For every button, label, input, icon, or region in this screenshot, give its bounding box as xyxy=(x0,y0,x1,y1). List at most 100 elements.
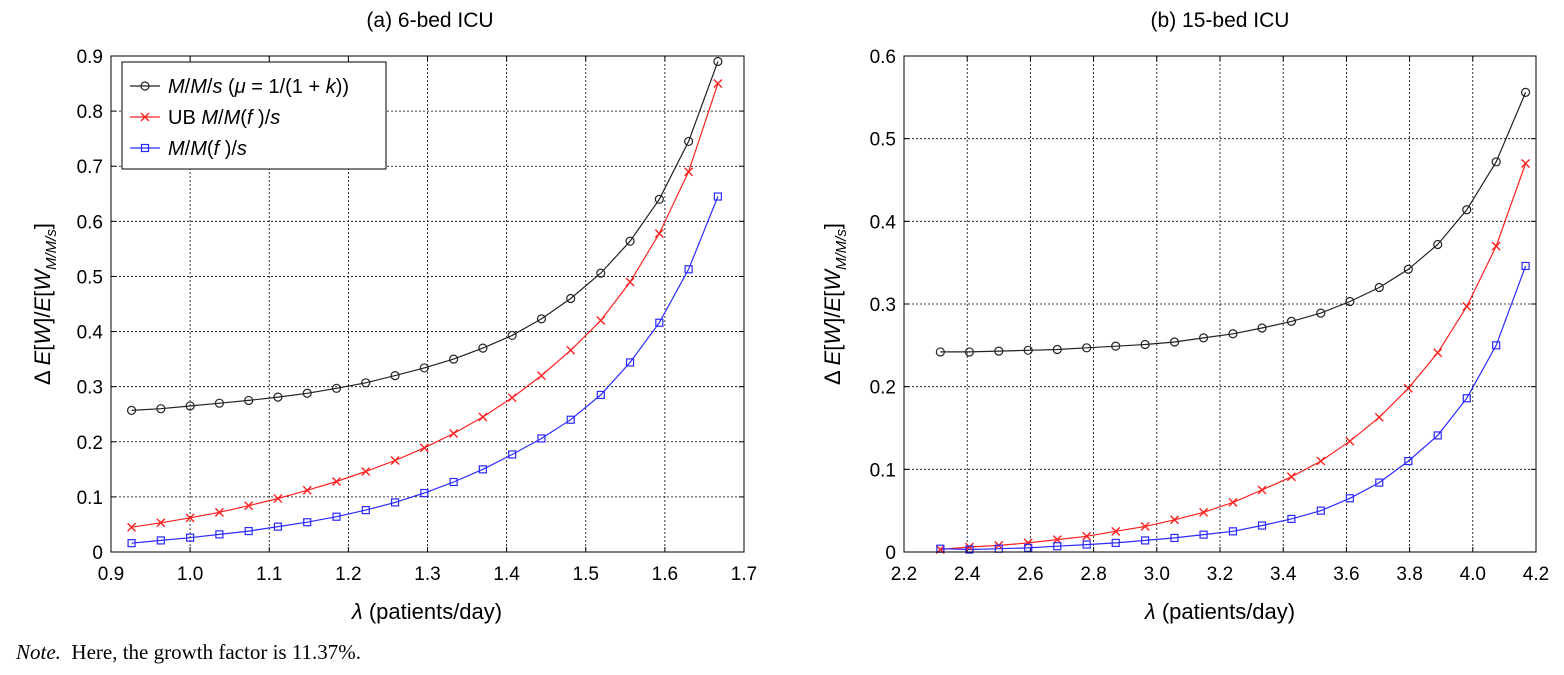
data-point-circle xyxy=(331,383,342,393)
note-text: Here, the growth factor is 11.37%. xyxy=(71,640,362,664)
data-point-square xyxy=(390,498,400,507)
y-tick-label: 0.1 xyxy=(77,488,103,509)
plot-frame-b xyxy=(903,55,1537,553)
x-tick-label: 3.2 xyxy=(1207,564,1233,585)
data-point-circle xyxy=(1374,282,1384,293)
data-point-square xyxy=(1287,514,1296,524)
y-tick-label: 0.1 xyxy=(870,460,896,481)
data-point-circle xyxy=(507,330,517,341)
legend-label-mmf: M/M(f )/s xyxy=(168,138,247,160)
data-point-square xyxy=(303,518,312,527)
x-tick-label: 2.2 xyxy=(891,564,917,585)
data-point-square xyxy=(1316,506,1325,515)
chart-title-b: (b) 15-bed ICU xyxy=(1151,9,1290,32)
series-line-square xyxy=(131,196,719,544)
data-point-x xyxy=(244,501,254,511)
x-tick-label: 0.9 xyxy=(98,564,124,585)
data-point-circle xyxy=(1111,341,1121,351)
y-axis-label-a: Δ E[W]/E[WM/M/s] xyxy=(30,223,60,385)
data-point-circle xyxy=(185,401,195,411)
y-tick-label: 0.7 xyxy=(77,157,103,178)
data-point-square xyxy=(566,415,575,424)
data-point-circle xyxy=(1462,205,1472,215)
data-point-circle xyxy=(625,236,635,246)
data-point-circle xyxy=(244,395,254,406)
data-point-square xyxy=(1462,394,1471,403)
data-point-square xyxy=(127,539,136,548)
legend-item-mms: M/M/s (μ = 1/(1 + k)) xyxy=(130,76,349,98)
data-point-circle xyxy=(964,347,975,357)
gridlines-b xyxy=(904,56,1536,552)
legend-label-mms: M/M/s (μ = 1/(1 + k)) xyxy=(168,76,349,98)
data-point-x xyxy=(214,507,224,517)
data-point-x xyxy=(449,429,459,439)
data-point-circle xyxy=(273,392,283,402)
data-point-x xyxy=(1199,507,1209,517)
x-axis-label-b: λ (patients/day) xyxy=(1144,599,1295,624)
series-markers-a xyxy=(126,56,723,548)
data-point-square xyxy=(361,506,370,515)
chart-panel-a: (a) 6-bed ICU 0.9 1.0 1.1 1.2 1.3 1.4 1.5 1.6 1.… xyxy=(30,9,757,624)
y-tick-label: 0.6 xyxy=(77,212,103,233)
legend-a: M/M/s (μ = 1/(1 + k)) UB M/M(f )/s M/M(f… xyxy=(121,61,387,170)
data-point-x xyxy=(1023,538,1033,548)
data-point-square xyxy=(244,526,253,536)
data-point-square xyxy=(1082,540,1091,549)
x-axis-label-a: λ (patients/day) xyxy=(351,599,502,624)
y-tick-label: 0.4 xyxy=(870,212,897,233)
data-point-x xyxy=(713,79,723,89)
x-tick-label: 1.7 xyxy=(731,564,757,585)
data-point-square xyxy=(1345,494,1354,503)
data-point-square xyxy=(1199,530,1208,539)
data-point-circle xyxy=(1345,296,1355,307)
data-point-circle xyxy=(713,56,723,67)
data-point-square xyxy=(1257,521,1267,530)
data-point-square xyxy=(420,488,429,498)
axis-ticks-b: 2.2 2.4 2.6 2.8 3.0 3.2 3.4 3.6 3.8 4.0 4.2 0 0.1 0.2… xyxy=(870,47,1550,585)
data-point-x xyxy=(964,542,974,552)
data-point-square xyxy=(1228,527,1238,536)
data-point-x xyxy=(1170,515,1179,525)
data-point-circle xyxy=(1403,264,1413,274)
series-line-circle xyxy=(940,92,1527,353)
data-point-circle xyxy=(536,314,547,324)
chart-panel-b: (b) 15-bed ICU 2.2 2.4 2.6 2.8 3.0 3.2 3.4 3.6 3… xyxy=(820,9,1549,624)
data-point-x xyxy=(1521,158,1531,168)
data-point-circle xyxy=(1433,239,1443,250)
note-label: Note. xyxy=(16,640,61,664)
data-point-square xyxy=(537,434,546,443)
data-point-circle xyxy=(478,343,488,353)
data-point-circle xyxy=(1082,343,1092,353)
data-point-x xyxy=(1403,383,1413,393)
data-point-circle xyxy=(1257,323,1267,333)
data-point-x xyxy=(1286,472,1296,482)
y-axis-label-b: Δ E[W]/E[WM/M/s] xyxy=(820,223,850,385)
data-point-circle xyxy=(596,268,606,278)
data-point-circle xyxy=(126,405,137,415)
data-point-square xyxy=(1375,478,1384,487)
data-point-x xyxy=(185,513,195,523)
data-point-circle xyxy=(1228,329,1238,339)
data-point-circle xyxy=(1140,339,1150,350)
data-point-x xyxy=(1257,485,1267,495)
data-point-x xyxy=(302,485,312,495)
data-point-x xyxy=(625,277,635,287)
data-point-x xyxy=(507,393,517,403)
data-point-square xyxy=(156,536,165,545)
y-tick-label: 0 xyxy=(885,543,896,564)
axis-ticks-a: 0.9 1.0 1.1 1.2 1.3 1.4 1.5 1.6 1.7 0 0.1 0.2 0.3 0.4… xyxy=(77,47,758,585)
data-point-x xyxy=(361,467,371,477)
data-point-square xyxy=(596,390,605,400)
y-tick-label: 0.5 xyxy=(77,267,103,288)
data-point-square xyxy=(1433,431,1442,440)
legend-marker-circle xyxy=(140,81,150,91)
data-point-square xyxy=(684,265,693,274)
data-point-x xyxy=(1433,348,1443,358)
data-point-x xyxy=(1345,436,1355,446)
x-tick-label: 1.3 xyxy=(414,564,440,585)
y-tick-label: 0.3 xyxy=(77,378,103,399)
data-point-x xyxy=(566,345,576,355)
legend-item-ub: UB M/M(f )/s xyxy=(130,107,280,129)
data-point-square xyxy=(965,545,974,554)
data-point-x xyxy=(273,494,283,504)
